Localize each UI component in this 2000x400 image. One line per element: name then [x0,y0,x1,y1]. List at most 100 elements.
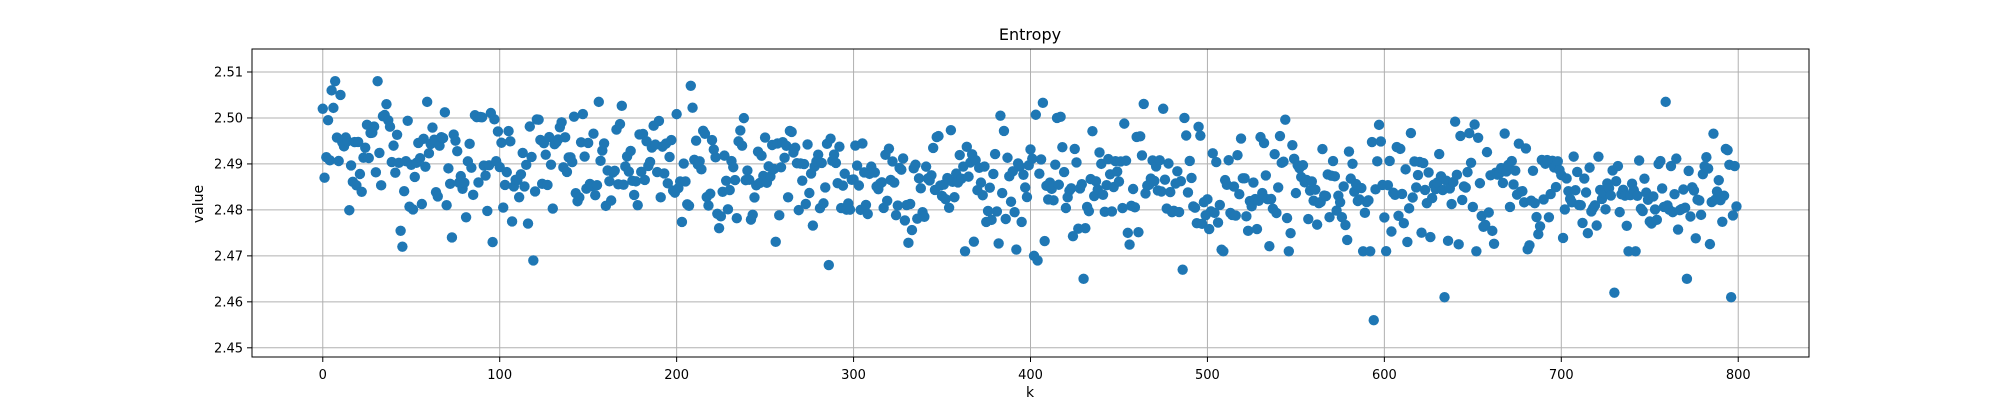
data-point [1260,170,1272,181]
data-point [630,176,642,187]
data-point [556,117,567,128]
data-point [370,167,382,178]
data-point [1274,130,1286,142]
data-point [467,189,479,201]
data-point [568,111,580,122]
data-point [735,125,746,136]
data-point [1453,239,1464,250]
data-point [544,131,555,143]
data-point [322,115,334,126]
data-point [1000,213,1011,225]
data-point [1234,189,1245,200]
x-axis-label: k [1026,385,1035,400]
data-point [1181,130,1192,141]
data-point [1372,156,1383,167]
data-point [1681,273,1693,285]
data-point [857,138,868,149]
data-point [1311,219,1323,230]
data-point [1395,143,1406,155]
data-point [499,179,511,191]
data-point [593,96,604,108]
data-point [722,204,734,215]
data-point [949,192,960,203]
data-point [818,198,829,209]
data-point [839,168,850,179]
data-point [919,211,930,223]
data-point [501,166,512,178]
data-point [1702,163,1714,174]
data-point [1396,188,1408,200]
data-point [1423,167,1434,178]
data-point [1117,202,1128,214]
data-point [1524,240,1535,251]
data-point [959,246,971,257]
data-point [1327,155,1339,167]
data-point [945,125,957,136]
data-point [521,159,532,171]
data-point [828,149,840,160]
data-point [1134,131,1146,142]
data-point [1186,172,1197,184]
data-point [896,164,907,175]
data-point [590,190,601,201]
data-point [1506,155,1517,167]
data-point [1694,195,1705,206]
data-point [975,177,987,188]
data-point [1589,200,1601,211]
data-point [420,161,431,172]
data-point [1051,112,1063,124]
data-point [1140,188,1151,199]
y-axis-label: value [191,185,207,223]
data-point [742,165,753,176]
data-point [1446,198,1457,210]
data-point [862,208,873,220]
data-point [1195,130,1206,141]
data-point [522,218,534,229]
data-point [443,163,454,174]
data-point [1035,154,1047,165]
data-point [793,204,804,216]
data-point [1704,238,1716,250]
data-point [328,102,339,114]
data-point [678,158,689,169]
data-point [1639,173,1650,184]
data-point [1455,130,1466,142]
data-point [1173,206,1185,218]
data-point [655,192,666,203]
data-point [1014,161,1026,172]
data-point [1600,204,1611,215]
data-point [1685,211,1696,222]
data-point [676,216,688,228]
data-point [395,225,406,236]
data-point [1731,201,1742,212]
data-point [1002,152,1013,163]
data-point [1193,121,1204,133]
data-point [897,153,909,164]
data-point [1271,207,1282,219]
data-point [1258,137,1270,149]
data-point [719,150,730,161]
data-point [943,202,955,213]
data-point [452,145,463,157]
data-point [1480,219,1491,231]
data-point [1527,165,1539,176]
data-point [1655,155,1666,167]
data-point [881,195,893,206]
data-point [1442,235,1454,247]
data-point [989,148,1001,160]
data-point [1472,132,1484,143]
data-point [1418,157,1429,169]
data-point [1156,186,1167,197]
data-point [1285,227,1296,239]
data-point [335,89,346,101]
data-point [995,110,1006,121]
data-point [540,149,551,160]
data-point [1669,188,1680,200]
data-point [779,152,790,164]
data-point [1570,185,1581,196]
data-point [1633,155,1645,166]
data-point [1196,218,1208,230]
data-point [1149,175,1160,187]
data-point [567,156,578,168]
